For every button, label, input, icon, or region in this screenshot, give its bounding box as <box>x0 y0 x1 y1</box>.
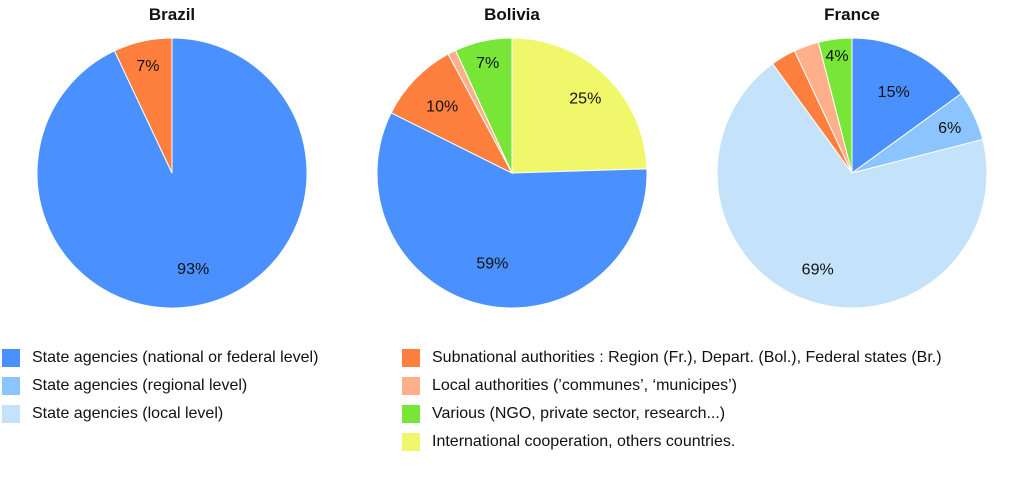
legend-item-state_local: State agencies (local level) <box>2 400 318 427</box>
legend-swatch <box>402 348 420 367</box>
legend-item-international: International cooperation, others countr… <box>402 428 942 455</box>
legend-swatch <box>402 404 420 423</box>
pie-slice-international <box>511 37 648 174</box>
legend-left-column: State agencies (national or federal leve… <box>2 344 318 428</box>
pie-slice-state_national <box>376 112 648 309</box>
legend-item-state_regional: State agencies (regional level) <box>2 372 318 399</box>
legend-item-subnational: Subnational authorities : Region (Fr.), … <box>402 344 942 371</box>
legend-swatch <box>2 376 20 395</box>
legend-item-various: Various (NGO, private sector, research..… <box>402 400 942 427</box>
pie-brazil: Brazil 93% 7% <box>36 5 308 309</box>
legend-label: International cooperation, others countr… <box>432 432 736 450</box>
legend-swatch <box>402 376 420 395</box>
legend-item-state_national: State agencies (national or federal leve… <box>2 344 318 371</box>
slice-value-label: 15% <box>878 84 910 101</box>
slice-value-label: 25% <box>569 90 601 107</box>
pie-slice-subnational <box>390 53 514 175</box>
pie-charts: Brazil 93% 7% Bolivia 25% 59% 10% 7% France 15% 6%… <box>36 5 988 309</box>
pie-slice-various <box>817 37 853 174</box>
legend-label: Various (NGO, private sector, research..… <box>432 404 726 422</box>
slice-value-label: 93% <box>177 261 209 278</box>
chart-title: France <box>824 5 880 24</box>
slice-value-label: 7% <box>136 58 159 75</box>
legend-right-column: Subnational authorities : Region (Fr.), … <box>402 344 942 456</box>
legend-swatch <box>402 432 420 451</box>
legend-label: Local authorities (’communes’, ‘municipe… <box>432 376 738 394</box>
legend-swatch <box>2 348 20 367</box>
pie-slice-various <box>454 37 513 174</box>
legend-swatch <box>2 404 20 423</box>
pie-slice-state_national <box>851 37 962 174</box>
legend-label: State agencies (national or federal leve… <box>32 348 319 366</box>
chart-title: Bolivia <box>484 5 540 24</box>
slice-value-label: 10% <box>426 98 458 115</box>
slice-value-label: 69% <box>802 261 834 278</box>
legend-item-local_authorities: Local authorities (’communes’, ‘municipe… <box>402 372 942 399</box>
slice-value-label: 7% <box>476 55 499 72</box>
slice-value-label: 59% <box>476 256 508 273</box>
legend-label: State agencies (regional level) <box>32 376 248 394</box>
pie-bolivia: Bolivia 25% 59% 10% 7% <box>376 5 648 309</box>
pie-slice-subnational <box>113 37 173 174</box>
chart-title: Brazil <box>149 5 195 24</box>
legend-label: State agencies (local level) <box>32 404 224 422</box>
slice-value-label: 4% <box>826 48 849 65</box>
slice-value-label: 6% <box>938 120 961 137</box>
legend-label: Subnational authorities : Region (Fr.), … <box>432 348 942 366</box>
pie-france: France 15% 6% 69% 4% <box>716 5 988 309</box>
pie-slice-state_local <box>716 63 988 309</box>
